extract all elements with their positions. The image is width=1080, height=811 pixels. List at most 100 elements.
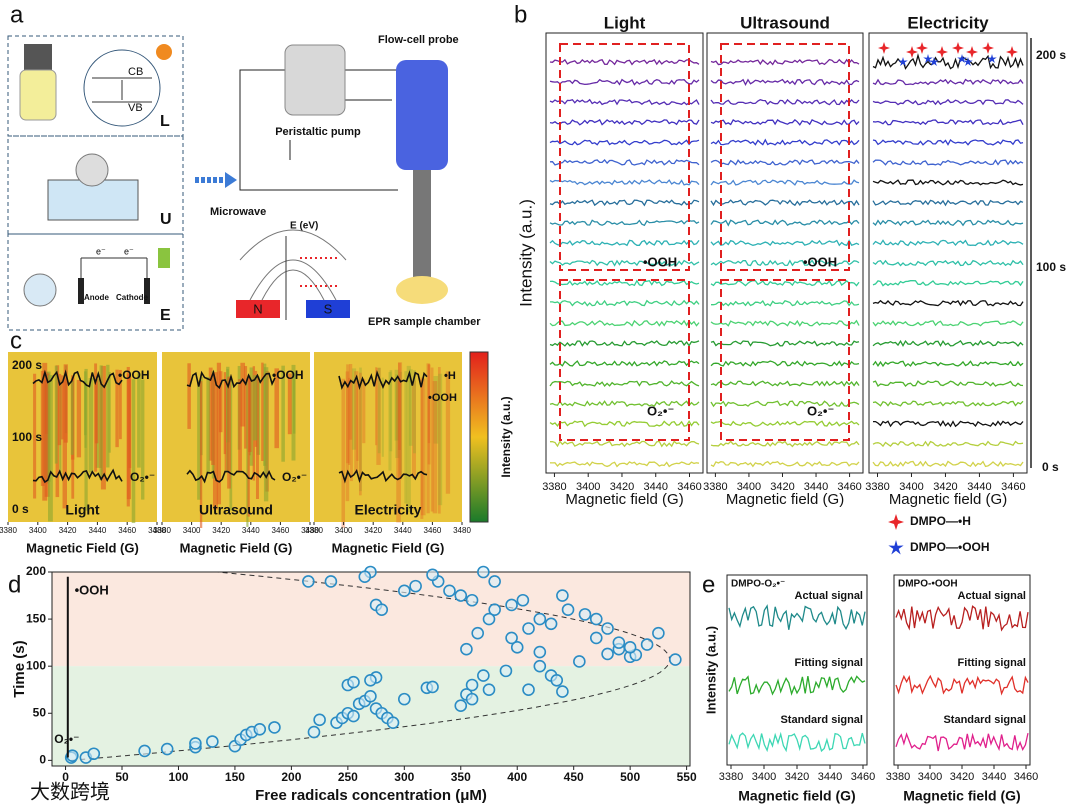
plot-frame [545,32,704,474]
spectrum [710,98,860,106]
data-point [522,622,535,635]
x-tick-label: 3380 [886,771,910,783]
data-point [253,722,267,736]
heatmap-stripe [348,377,351,465]
x-tick-label: 3380 [153,526,171,535]
x-tick-label: 3400 [183,526,201,535]
spectrum [32,468,123,484]
heatmap-stripe [118,369,122,440]
subplot-title: DMPO-•OOH [898,579,958,590]
label: •H [444,370,456,382]
heatmap-stripe [54,365,58,464]
spectrum [710,239,860,247]
heatmap-stripe [247,375,250,517]
data-point [398,584,411,598]
spectrum [549,440,700,448]
heatmap-stripe [433,375,439,444]
heatmap-stripe [426,363,430,514]
heatmap-stripe [84,368,88,511]
label: Anode [84,293,109,302]
marker-symbol [982,42,994,54]
data-point [160,742,174,756]
heatmap-stripe [227,376,231,489]
x-tick-label: 300 [394,770,414,784]
label: Peristaltic pump [275,126,361,138]
data-point [409,579,422,593]
x-tick-label: 3460 [1014,771,1038,783]
data-point [510,641,524,654]
heatmap-stripe [376,367,381,465]
data-point [477,669,490,682]
data-point [398,692,411,706]
data-point [522,683,535,697]
heatmap-stripe [199,381,203,529]
x-axis-label: Free radicals concentration (μM) [255,787,487,804]
spectrum [711,299,860,307]
column-title: Electricity [907,13,989,32]
y-axis-label: Intensity (a.u.) [703,626,718,714]
heatmap-stripe [399,371,403,475]
heatmap-stripe [430,367,434,512]
x-tick-label: 3400 [737,481,761,493]
label: O₂•⁻ [130,470,155,484]
data-point [550,674,564,687]
colorbar [469,351,489,523]
spectrum [549,340,700,347]
heatmap-stripe [349,364,353,440]
x-tick-label: 250 [338,770,358,784]
heatmap-stripe [244,366,248,449]
label: O₂•⁻ [54,732,79,746]
heatmap-stripe [106,364,110,468]
spectrum [549,360,700,367]
data-point [640,638,654,651]
data-point [561,603,575,616]
spectrum [549,118,700,126]
spectrum [872,199,1024,207]
heatmap-stripe [60,375,64,440]
heatmap-stripe [377,367,381,454]
spectrum [872,98,1024,106]
data-point [302,575,315,588]
data-point [623,641,637,654]
label: •OOH [118,368,150,382]
panel-label: b [514,1,527,28]
heatmap-stripe [381,377,384,457]
mode-label: L [160,113,170,130]
x-tick-label: 3380 [305,526,323,535]
spectrum [338,369,428,391]
marker-symbol [987,54,997,63]
data-point [589,612,603,626]
heatmap-stripe [432,381,438,514]
marker-symbol [888,540,904,555]
label: E (eV) [290,221,318,232]
heatmap-stripe [274,368,279,449]
heatmap-stripe [212,372,218,510]
label: e⁻ [96,246,106,256]
label: Cathode [116,293,149,302]
x-tick-label: 150 [225,770,245,784]
heatmap-stripe [395,374,400,459]
marker-symbol [966,46,978,58]
spectrum [549,219,700,227]
label: •OOH [75,582,109,597]
spectrum [710,179,860,186]
spectrum [710,279,860,287]
label: Microwave [210,206,266,218]
x-tick-label: 0 [62,770,69,784]
signal-label: Standard signal [780,714,863,726]
data-point [386,716,400,729]
mode-label: E [160,307,171,324]
marker-symbol [952,42,964,54]
heatmap-stripe [346,364,350,464]
data-point [324,575,338,588]
spectrum [549,259,700,267]
heatmap-stripe [413,370,416,454]
spectrum [872,339,1024,348]
time-label: 100 s [12,430,42,444]
data-point [601,647,614,661]
label: e⁻ [124,246,134,256]
x-tick-label: 400 [507,770,527,784]
column-title: Ultrasound [199,502,273,518]
x-tick-label: 500 [620,770,640,784]
